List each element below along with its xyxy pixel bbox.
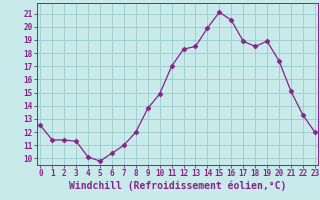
X-axis label: Windchill (Refroidissement éolien,°C): Windchill (Refroidissement éolien,°C) xyxy=(69,181,286,191)
